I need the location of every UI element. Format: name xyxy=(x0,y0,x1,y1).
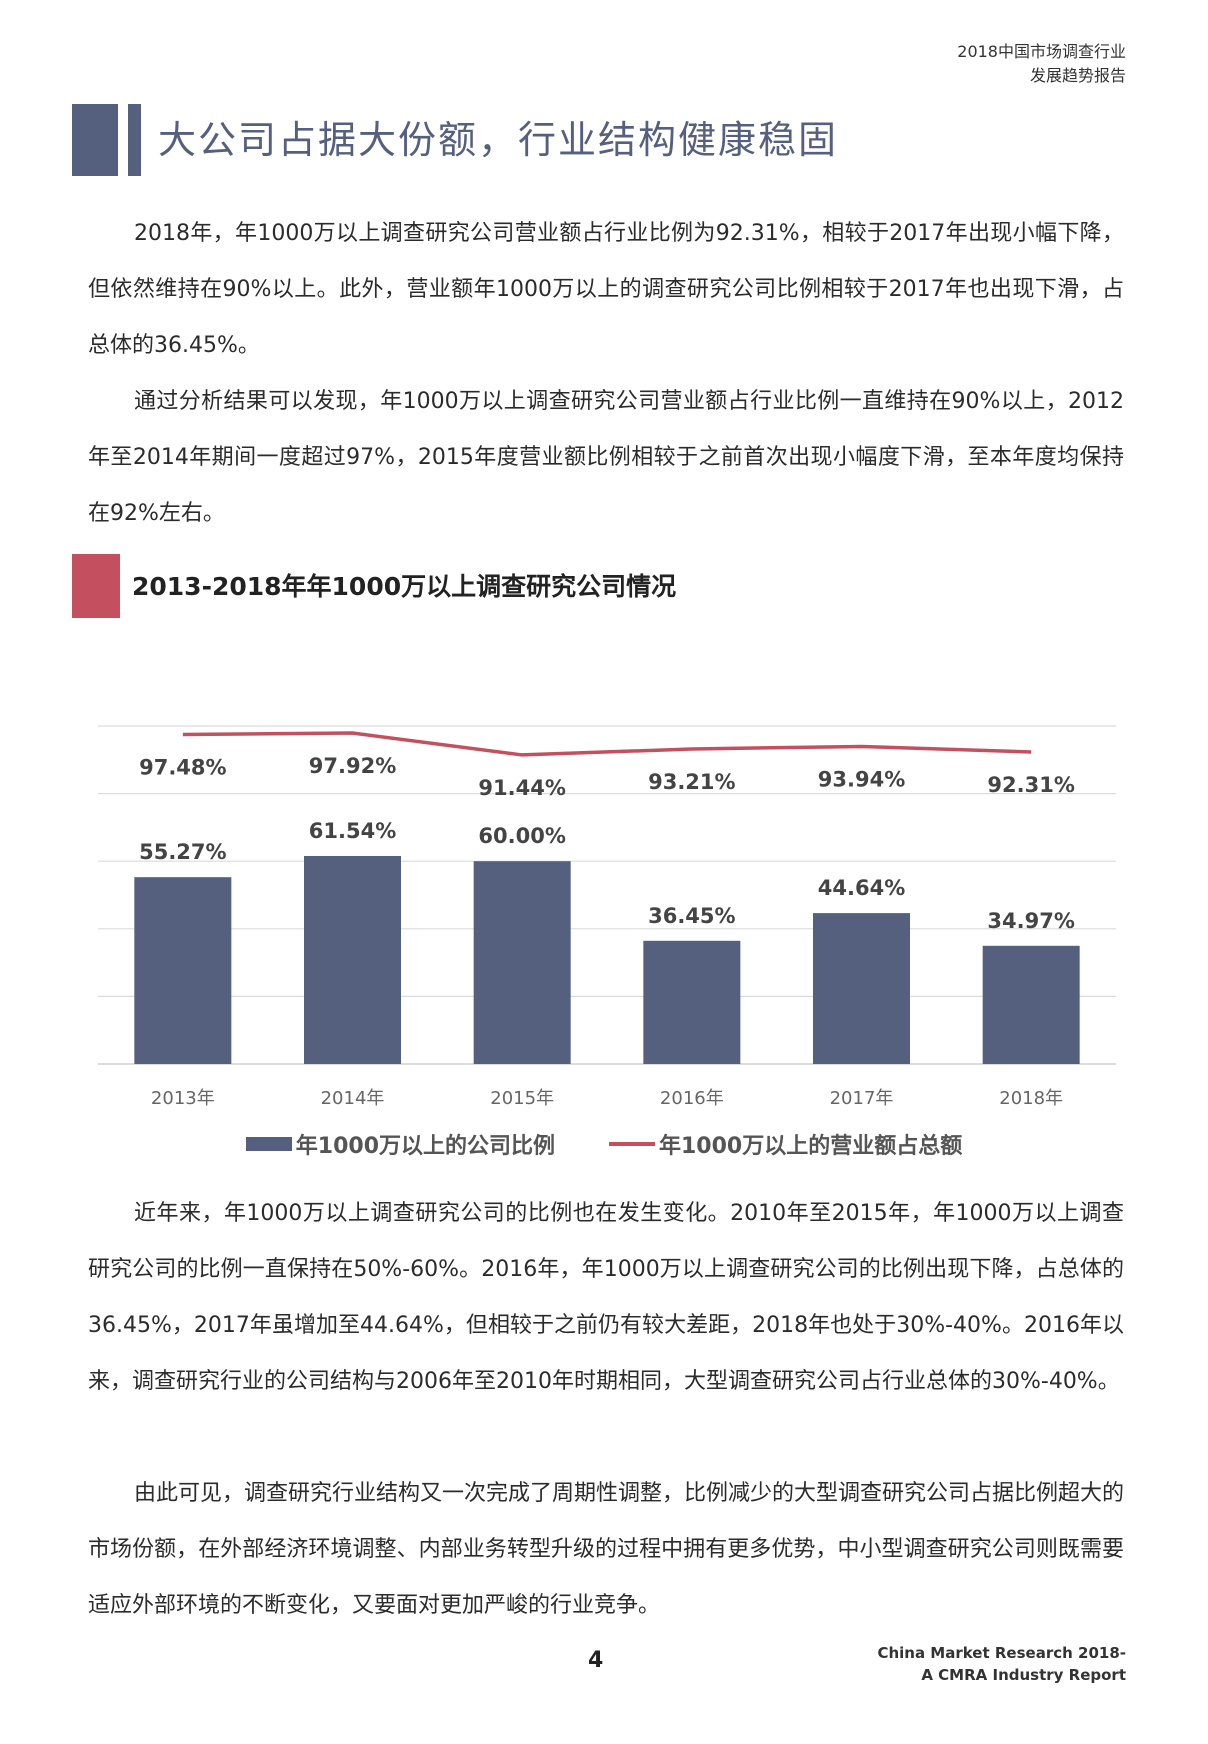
bar-data-label: 36.45% xyxy=(648,904,735,928)
bar-data-label: 60.00% xyxy=(478,824,565,848)
bar-data-label: 34.97% xyxy=(987,909,1074,933)
page-number: 4 xyxy=(588,1648,604,1673)
line-data-label: 92.31% xyxy=(987,773,1074,797)
legend-line-swatch xyxy=(609,1142,655,1146)
line-data-label: 97.48% xyxy=(139,756,226,780)
bar xyxy=(304,855,401,1064)
x-tick-label: 2018年 xyxy=(999,1088,1063,1109)
chart-title: 2013-2018年年1000万以上调查研究公司情况 xyxy=(132,572,677,601)
legend-bar-label: 年1000万以上的公司比例 xyxy=(295,1134,555,1159)
bar xyxy=(982,945,1080,1064)
x-tick-label: 2014年 xyxy=(321,1088,385,1109)
legend-item-line: 年1000万以上的营业额占总额 xyxy=(609,1128,962,1160)
x-tick-label: 2017年 xyxy=(830,1088,894,1109)
title-accent-block xyxy=(72,104,118,176)
chart-title-accent-block xyxy=(72,554,120,618)
bar xyxy=(813,913,910,1064)
legend-item-bar: 年1000万以上的公司比例 xyxy=(245,1128,555,1160)
footer-brand-line2: A CMRA Industry Report xyxy=(921,1666,1126,1684)
chart-legend: 年1000万以上的公司比例 年1000万以上的营业额占总额 xyxy=(0,1128,1208,1160)
x-tick-label: 2015年 xyxy=(490,1088,554,1109)
report-header-line1: 2018中国市场调查行业 xyxy=(957,42,1126,61)
report-header: 2018中国市场调查行业 发展趋势报告 xyxy=(957,40,1126,88)
bar-data-label: 61.54% xyxy=(309,819,396,843)
line-data-label: 93.94% xyxy=(818,767,905,791)
page-title: 大公司占据大份额，行业结构健康稳固 xyxy=(158,118,839,162)
footer-brand: China Market Research 2018- A CMRA Indus… xyxy=(877,1642,1126,1686)
line-series xyxy=(182,731,1032,757)
x-tick-label: 2016年 xyxy=(660,1088,724,1109)
paragraph-1: 2018年，年1000万以上调查研究公司营业额占行业比例为92.31%，相较于2… xyxy=(88,221,1124,358)
line-data-label: 91.44% xyxy=(478,776,565,800)
title-accent-stripe xyxy=(128,104,141,176)
paragraph-4: 由此可见，调查研究行业结构又一次完成了周期性调整，比例减少的大型调查研究公司占据… xyxy=(88,1481,1125,1618)
bar xyxy=(473,861,571,1064)
bar xyxy=(134,877,232,1064)
paragraph-2: 通过分析结果可以发现，年1000万以上调查研究公司营业额占行业比例一直维持在90… xyxy=(88,389,1124,526)
bar-data-label: 55.27% xyxy=(139,840,226,864)
legend-bar-swatch xyxy=(245,1137,292,1151)
line-data-label: 97.92% xyxy=(309,754,396,778)
bar-data-label: 44.64% xyxy=(818,876,905,900)
x-tick-label: 2013年 xyxy=(151,1088,215,1109)
paragraph-3: 近年来，年1000万以上调查研究公司的比例也在发生变化。2010年至2015年，… xyxy=(88,1201,1124,1394)
line-data-label: 93.21% xyxy=(648,770,735,794)
chart-svg: 55.27% 2013年 61.54% 2014年 60.00% 2015年 36.45% 2… xyxy=(98,725,1116,1109)
footer-brand-line1: China Market Research 2018- xyxy=(877,1644,1126,1662)
report-header-line2: 发展趋势报告 xyxy=(1029,66,1126,85)
legend-line-label: 年1000万以上的营业额占总额 xyxy=(659,1134,963,1159)
bar xyxy=(643,940,741,1064)
